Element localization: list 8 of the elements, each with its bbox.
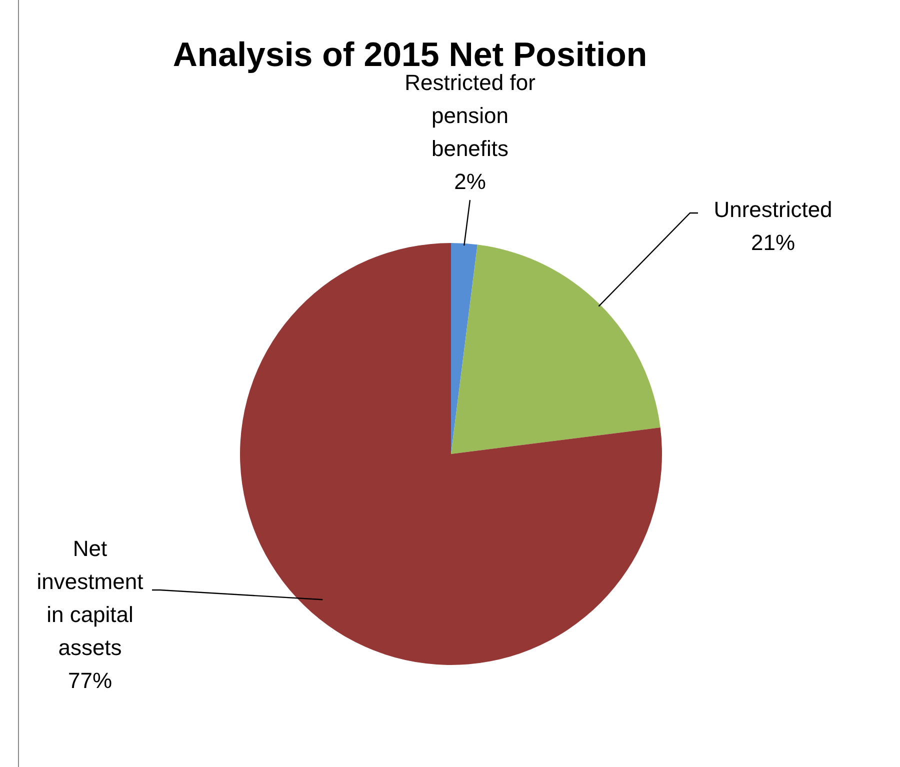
pie-slice <box>451 243 478 454</box>
pie-slice <box>240 243 662 665</box>
data-label: 2% <box>454 169 486 194</box>
slice-label: Unrestricted <box>714 197 832 222</box>
data-label: 21% <box>750 230 796 255</box>
data-label: 77% <box>68 668 112 693</box>
pie-slice <box>451 244 660 454</box>
slice-label: Net investment in capital assets <box>36 536 144 660</box>
